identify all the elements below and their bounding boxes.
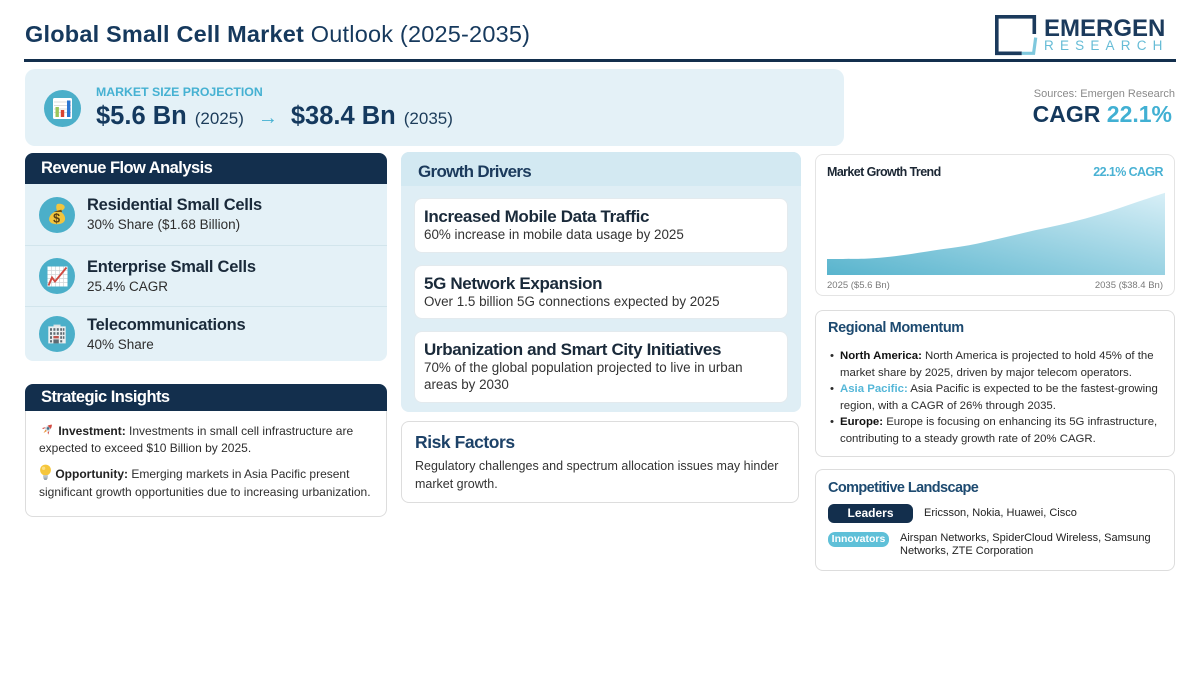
svg-text:$: $ bbox=[53, 211, 60, 225]
